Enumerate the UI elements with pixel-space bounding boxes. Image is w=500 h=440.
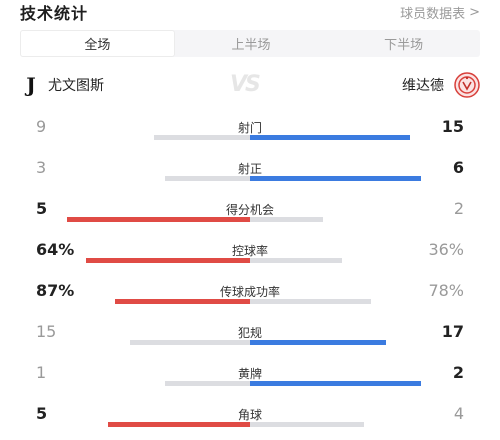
away-stat-track: [250, 422, 364, 427]
away-stat-track: [250, 340, 386, 345]
home-stat-value: 87%: [36, 281, 75, 300]
home-stat-track: [154, 135, 250, 140]
away-stat-track: [250, 299, 371, 304]
stat-row: 5 得分机会 2: [0, 199, 500, 239]
home-stat-value: 9: [36, 117, 47, 136]
away-stat-track: [250, 217, 323, 222]
home-stat-bar: [67, 217, 250, 222]
home-stat-track: [115, 299, 250, 304]
home-stat-track: [165, 381, 250, 386]
stat-row: 64% 控球率 36%: [0, 240, 500, 280]
stat-label: 得分机会: [225, 203, 274, 217]
stat-row: 9 射门 15: [0, 117, 500, 157]
away-stat-bar: [250, 422, 364, 427]
stat-label: 传球成功率: [219, 285, 280, 299]
stat-label: 犯规: [237, 326, 262, 340]
home-stat-track: [108, 422, 250, 427]
stats-header: 技术统计 球员数据表 >: [20, 0, 480, 24]
stat-row: 3 射正 6: [0, 158, 500, 198]
home-stat-track: [67, 217, 250, 222]
home-stat-value: 64%: [36, 240, 75, 259]
away-stat-value: 2: [452, 363, 464, 382]
home-stat-track: [165, 176, 250, 181]
home-team[interactable]: J 尤文图斯: [24, 70, 104, 100]
away-stat-track: [250, 135, 410, 140]
tab-first-half[interactable]: 上半场: [231, 38, 271, 53]
stat-label: 角球: [237, 408, 262, 422]
section-title: 技术统计: [20, 4, 89, 23]
away-stat-value: 15: [441, 117, 464, 136]
player-stats-link-label: 球员数据表: [400, 6, 466, 22]
home-stat-track: [86, 258, 250, 263]
away-stat-bar: [250, 217, 323, 222]
wydad-logo-icon: [454, 72, 480, 98]
home-stat-value: 5: [36, 404, 48, 423]
home-stat-value: 15: [36, 322, 57, 341]
away-stat-track: [250, 381, 421, 386]
away-team[interactable]: 维达德: [402, 70, 480, 100]
stat-label: 射正: [237, 162, 262, 176]
teams-row: J 尤文图斯 VS 维达德: [20, 70, 480, 100]
home-stat-bar: [165, 176, 250, 181]
away-stat-value: 78%: [428, 281, 464, 300]
away-stat-bar: [250, 258, 342, 263]
away-stat-bar: [250, 340, 386, 345]
away-stat-value: 6: [452, 158, 464, 177]
away-stat-bar: [250, 381, 421, 386]
home-stat-bar: [165, 381, 250, 386]
stat-label: 控球率: [231, 244, 268, 258]
away-stat-value: 36%: [428, 240, 464, 259]
home-team-name: 尤文图斯: [48, 78, 104, 94]
period-tabs: 全场 上半场 下半场: [20, 30, 480, 57]
home-stat-bar: [115, 299, 250, 304]
stat-row: 87% 传球成功率 78%: [0, 281, 500, 321]
home-stat-value: 5: [36, 199, 48, 218]
tab-second-half[interactable]: 下半场: [384, 38, 424, 53]
stat-row: 5 角球 4: [0, 404, 500, 440]
player-stats-link[interactable]: 球员数据表 >: [400, 3, 480, 22]
stat-label: 黄牌: [237, 367, 262, 381]
away-stat-bar: [250, 299, 371, 304]
away-team-name: 维达德: [402, 78, 444, 94]
home-stat-bar: [108, 422, 250, 427]
away-stat-track: [250, 258, 342, 263]
stat-row: 1 黄牌 2: [0, 363, 500, 403]
away-stat-value: 2: [453, 199, 464, 218]
tab-full-match[interactable]: 全场: [20, 30, 175, 57]
versus-icon: VS: [230, 72, 261, 97]
away-stat-value: 4: [453, 404, 464, 423]
away-stat-track: [250, 176, 421, 181]
juventus-logo-icon: J: [26, 73, 36, 97]
home-stat-bar: [130, 340, 250, 345]
home-stat-bar: [154, 135, 250, 140]
home-stat-track: [130, 340, 250, 345]
away-stat-bar: [250, 135, 410, 140]
away-stat-bar: [250, 176, 421, 181]
home-stat-bar: [86, 258, 250, 263]
stat-label: 射门: [237, 121, 262, 135]
home-stat-value: 3: [36, 158, 47, 177]
stat-row: 15 犯规 17: [0, 322, 500, 362]
away-stat-value: 17: [441, 322, 464, 341]
home-stat-value: 1: [36, 363, 47, 382]
chevron-right-icon: >: [469, 4, 480, 20]
